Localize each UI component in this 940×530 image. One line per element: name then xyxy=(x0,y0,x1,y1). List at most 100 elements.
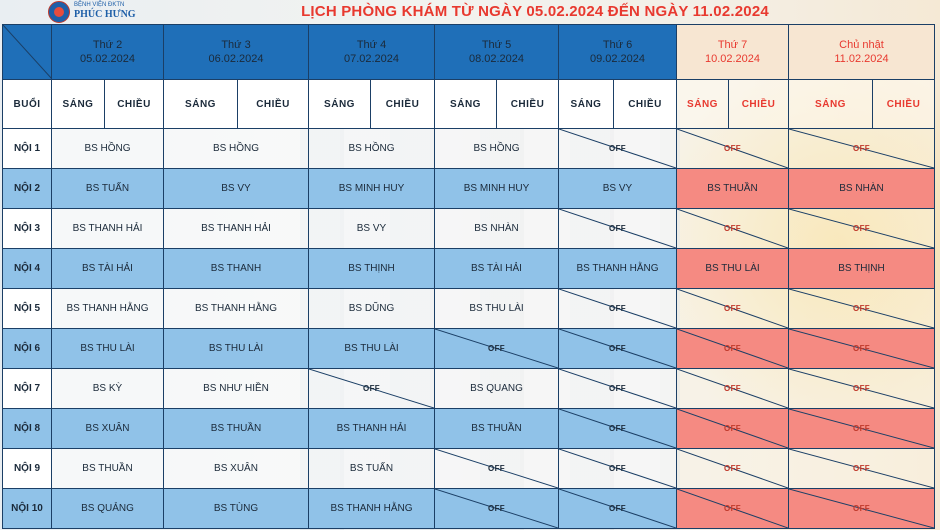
off-label: OFF xyxy=(609,384,626,393)
page-header: BỆNH VIỆN ĐKTN PHÚC HƯNG LỊCH PHÒNG KHÁM… xyxy=(0,0,940,24)
off-cell: OFF xyxy=(788,368,935,409)
table-row: NỘI 9 BS THUẦN BS XUÂN BS TUẤN OFF OFF OFF OFF xyxy=(2,448,935,489)
off-diagonal xyxy=(677,289,788,328)
day-date: 07.02.2024 xyxy=(343,53,400,65)
table-row: NỘI 3 BS THANH HẢI BS THANH HẢI BS VY BS NHÀ… xyxy=(2,208,935,249)
off-diagonal xyxy=(559,449,676,488)
hospital-logo: BỆNH VIỆN ĐKTN PHÚC HƯNG xyxy=(48,1,168,23)
afternoon-label: CHIỀU xyxy=(237,79,309,129)
off-cell: OFF xyxy=(558,448,677,489)
off-diagonal xyxy=(677,489,788,528)
doctor-cell: BS TÀI HẢI xyxy=(434,248,559,289)
session-label: BUỔI xyxy=(2,79,52,129)
off-label: OFF xyxy=(488,464,505,473)
doctor-cell: BS TÀI HẢI xyxy=(51,248,164,289)
room-label: NỘI 7 xyxy=(2,368,52,409)
off-label: OFF xyxy=(488,504,505,513)
off-label: OFF xyxy=(488,344,505,353)
off-label: OFF xyxy=(609,504,626,513)
morning-label: SÁNG xyxy=(434,79,497,129)
off-label: OFF xyxy=(363,384,380,393)
hospital-emblem-icon xyxy=(48,1,70,23)
doctor-cell: BS THANH HẰNG xyxy=(51,288,164,329)
off-cell: OFF xyxy=(558,328,677,369)
off-diagonal xyxy=(559,129,676,168)
day-name: Thứ 7 xyxy=(717,39,748,51)
afternoon-label: CHIỀU xyxy=(104,79,164,129)
day-header: Chủ nhật 11.02.2024 xyxy=(788,24,935,80)
off-label: OFF xyxy=(853,424,870,433)
doctor-cell: BS THUẦN xyxy=(676,168,789,209)
off-diagonal xyxy=(559,329,676,368)
off-diagonal xyxy=(677,209,788,248)
day-name: Thứ 4 xyxy=(356,39,387,51)
doctor-cell: BS VY xyxy=(308,208,435,249)
afternoon-label: CHIỀU xyxy=(728,79,789,129)
off-label: OFF xyxy=(609,344,626,353)
day-header-row: Thứ 2 05.02.2024 Thứ 3 06.02.2024 Thứ 4 07.02… xyxy=(2,24,935,80)
off-label: OFF xyxy=(853,504,870,513)
off-label: OFF xyxy=(724,504,741,513)
doctor-cell: BS QUANG xyxy=(434,368,559,409)
room-label: NỘI 2 xyxy=(2,168,52,209)
day-name: Thứ 2 xyxy=(92,39,123,51)
doctor-cell: BS THANH HẰNG xyxy=(308,488,435,529)
off-cell: OFF xyxy=(788,328,935,369)
off-cell: OFF xyxy=(788,408,935,449)
off-label: OFF xyxy=(724,304,741,313)
off-diagonal xyxy=(435,449,558,488)
doctor-cell: BS THUẦN xyxy=(434,408,559,449)
off-cell: OFF xyxy=(676,328,789,369)
off-cell: OFF xyxy=(788,288,935,329)
doctor-cell: BS THANH HẢI xyxy=(51,208,164,249)
off-diagonal xyxy=(309,369,434,408)
doctor-cell: BS THU LÀI xyxy=(51,328,164,369)
day-date: 05.02.2024 xyxy=(79,53,136,65)
table-row: NỘI 6 BS THU LÀI BS THU LÀI BS THU LÀI OFF OF… xyxy=(2,328,935,369)
day-name: Chủ nhật xyxy=(839,39,884,51)
table-row: NỘI 10 BS QUẢNG BS TÙNG BS THANH HẰNG OFF OFF… xyxy=(2,488,935,529)
doctor-cell: BS THANH HẰNG xyxy=(163,288,309,329)
doctor-cell: BS HỒNG xyxy=(51,128,164,169)
off-label: OFF xyxy=(853,344,870,353)
off-cell: OFF xyxy=(676,368,789,409)
room-label: NỘI 6 xyxy=(2,328,52,369)
off-label: OFF xyxy=(609,224,626,233)
off-label: OFF xyxy=(724,384,741,393)
table-row: NỘI 1 BS HỒNG BS HỒNG BS HỒNG BS HỒNG OFF OFF O… xyxy=(2,128,935,169)
room-label: NỘI 9 xyxy=(2,448,52,489)
doctor-cell: BS THUẦN xyxy=(51,448,164,489)
off-diagonal xyxy=(435,489,558,528)
off-diagonal xyxy=(677,449,788,488)
doctor-cell: BS THANH xyxy=(163,248,309,289)
doctor-cell: BS QUẢNG xyxy=(51,488,164,529)
doctor-cell: BS THỊNH xyxy=(308,248,435,289)
off-label: OFF xyxy=(853,304,870,313)
corner-diagonal xyxy=(3,25,52,79)
off-diagonal xyxy=(559,209,676,248)
day-header: Thứ 4 07.02.2024 xyxy=(308,24,435,80)
off-cell: OFF xyxy=(558,208,677,249)
doctor-cell: BS VY xyxy=(163,168,309,209)
off-label: OFF xyxy=(609,304,626,313)
off-cell: OFF xyxy=(676,448,789,489)
morning-label: SÁNG xyxy=(163,79,238,129)
off-cell: OFF xyxy=(558,288,677,329)
day-name: Thứ 5 xyxy=(481,39,512,51)
off-cell: OFF xyxy=(676,208,789,249)
off-cell: OFF xyxy=(788,208,935,249)
off-label: OFF xyxy=(724,144,741,153)
day-header: Thứ 5 08.02.2024 xyxy=(434,24,559,80)
off-cell: OFF xyxy=(788,128,935,169)
doctor-cell: BS TUẤN xyxy=(51,168,164,209)
day-date: 10.02.2024 xyxy=(704,53,761,65)
off-diagonal xyxy=(559,489,676,528)
afternoon-label: CHIỀU xyxy=(496,79,559,129)
day-header: Thứ 2 05.02.2024 xyxy=(51,24,164,80)
off-diagonal xyxy=(435,329,558,368)
off-diagonal xyxy=(789,329,934,368)
morning-label: SÁNG xyxy=(788,79,873,129)
room-label: NỘI 4 xyxy=(2,248,52,289)
off-diagonal xyxy=(677,409,788,448)
off-diagonal xyxy=(789,489,934,528)
